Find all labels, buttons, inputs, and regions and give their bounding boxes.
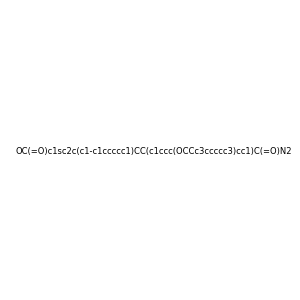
Text: OC(=O)c1sc2c(c1-c1ccccc1)CC(c1ccc(OCCc3ccccc3)cc1)C(=O)N2: OC(=O)c1sc2c(c1-c1ccccc1)CC(c1ccc(OCCc3c… [16,147,292,156]
